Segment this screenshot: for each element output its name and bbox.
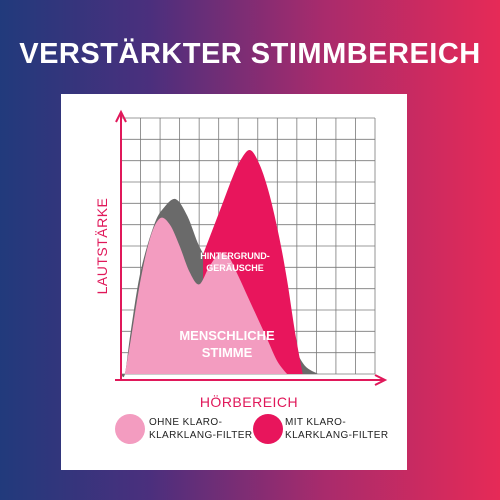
- legend-label-with-filter: MIT KLARO- KLARKLANG-FILTER: [285, 417, 389, 441]
- annotation-human-voice: MENSCHLICHE STIMME: [179, 328, 275, 360]
- annotation-line: HINTERGRUND-: [200, 251, 270, 261]
- annotation-line: GERÄUSCHE: [206, 263, 264, 273]
- annotation-background-noise: HINTERGRUND- GERÄUSCHE: [200, 251, 270, 273]
- x-axis-label: HÖRBEREICH: [200, 393, 298, 410]
- legend-swatch-with-filter: [253, 414, 283, 444]
- y-axis-label: LAUTSTÄRKE: [94, 198, 110, 295]
- x-axis-arrow: [374, 374, 388, 386]
- annotation-line: STIMME: [202, 345, 253, 360]
- chart: HÖRBEREICH LAUTSTÄRKE HINTERGRUND- GERÄUSCH…: [94, 109, 388, 410]
- legend-swatch-without-filter: [115, 414, 145, 444]
- annotation-line: MENSCHLICHE: [179, 328, 275, 343]
- series-voice-without-filter-area: [124, 217, 288, 374]
- chart-card: HÖRBEREICH LAUTSTÄRKE HINTERGRUND- GERÄUSCH…: [61, 94, 407, 470]
- y-axis-arrow: [115, 109, 127, 123]
- page-title: VERSTÄRKTER STIMMBEREICH: [19, 38, 481, 70]
- legend-label-without-filter: OHNE KLARO- KLARKLANG-FILTER: [149, 417, 253, 441]
